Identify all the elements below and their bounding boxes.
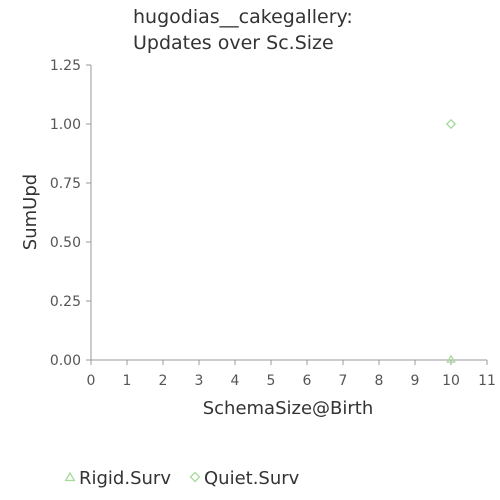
legend-item-rigid-surv: Rigid.Surv — [64, 468, 171, 489]
legend-item-quiet-surv: Quiet.Surv — [189, 468, 300, 489]
legend-label-rigid-surv: Rigid.Surv — [79, 468, 171, 489]
x-tick-label: 10 — [442, 373, 460, 389]
y-axis-ticks: 0.00 0.25 0.50 0.75 1.00 1.25 — [50, 58, 91, 369]
y-tick-label: 1.00 — [50, 117, 81, 133]
y-tick-label: 0.00 — [50, 353, 81, 369]
legend-label-quiet-surv: Quiet.Surv — [204, 468, 300, 489]
x-tick-label: 0 — [87, 373, 96, 389]
x-tick-label: 9 — [411, 373, 420, 389]
x-tick-label: 2 — [159, 373, 168, 389]
y-tick-label: 0.50 — [50, 235, 81, 251]
chart-title: hugodias__cakegallery: — [133, 6, 353, 28]
data-points — [445, 118, 457, 363]
chart-subtitle: Updates over Sc.Size — [133, 32, 334, 54]
rigid-surv-point — [446, 354, 456, 363]
legend: Rigid.Surv Quiet.Surv — [64, 468, 300, 489]
y-axis-title: SumUpd — [20, 174, 41, 250]
x-tick-label: 8 — [375, 373, 384, 389]
x-tick-label: 3 — [195, 373, 204, 389]
y-tick-label: 0.25 — [50, 294, 81, 310]
x-tick-label: 1 — [123, 373, 132, 389]
quiet-surv-point — [445, 118, 457, 130]
x-axis-ticks: 0 1 2 3 4 5 6 7 8 9 10 11 — [87, 360, 496, 389]
y-tick-label: 0.75 — [50, 176, 81, 192]
x-tick-label: 4 — [231, 373, 240, 389]
legend-diamond-icon — [189, 471, 201, 483]
x-tick-label: 5 — [267, 373, 276, 389]
x-tick-label: 7 — [339, 373, 348, 389]
x-tick-label: 11 — [478, 373, 496, 389]
legend-triangle-icon — [64, 471, 76, 482]
y-tick-label: 1.25 — [50, 58, 81, 74]
x-tick-label: 6 — [303, 373, 312, 389]
x-axis-title: SchemaSize@Birth — [203, 398, 374, 419]
